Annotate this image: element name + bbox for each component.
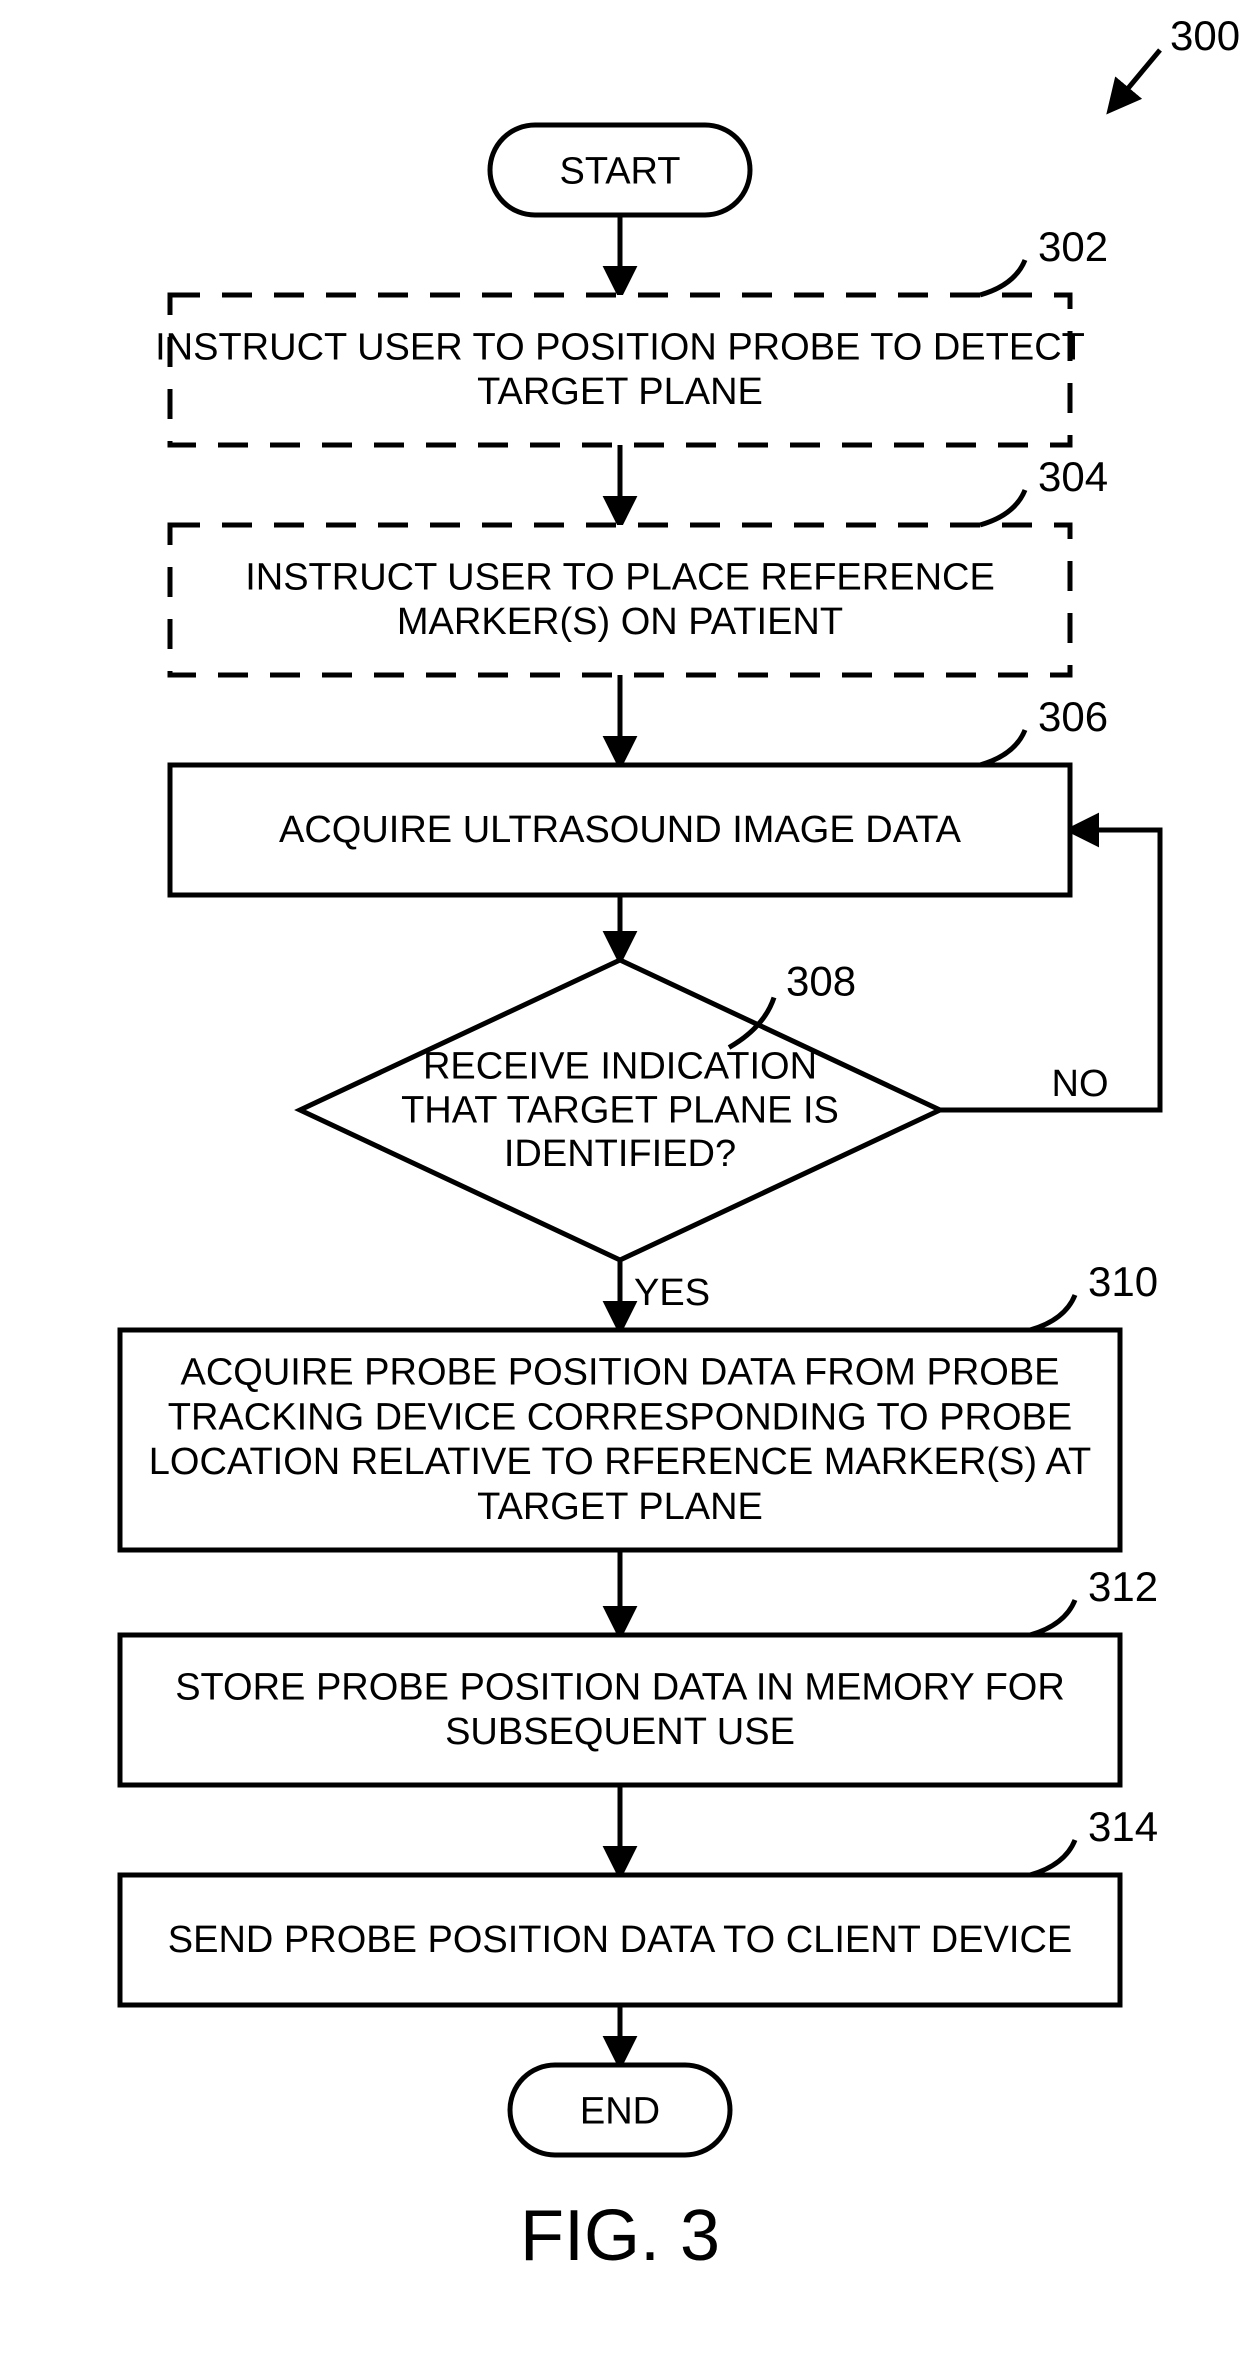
node-n312: STORE PROBE POSITION DATA IN MEMORY FORS… [120, 1563, 1158, 1785]
svg-text:START: START [559, 150, 680, 192]
svg-text:IDENTIFIED?: IDENTIFIED? [504, 1133, 736, 1175]
svg-text:312: 312 [1088, 1563, 1158, 1610]
svg-text:STORE PROBE POSITION DATA IN M: STORE PROBE POSITION DATA IN MEMORY FOR [175, 1666, 1065, 1708]
node-start: START [490, 125, 750, 215]
svg-text:INSTRUCT USER TO PLACE REFEREN: INSTRUCT USER TO PLACE REFERENCE [245, 556, 995, 598]
svg-text:304: 304 [1038, 453, 1108, 500]
edge-label: YES [634, 1272, 710, 1314]
svg-text:END: END [580, 2090, 660, 2132]
node-d308: RECEIVE INDICATIONTHAT TARGET PLANE ISID… [300, 958, 940, 1261]
svg-text:314: 314 [1088, 1803, 1158, 1850]
node-n314: SEND PROBE POSITION DATA TO CLIENT DEVIC… [120, 1803, 1158, 2005]
svg-text:TRACKING DEVICE CORRESPONDING: TRACKING DEVICE CORRESPONDING TO PROBE [168, 1396, 1072, 1438]
svg-text:SUBSEQUENT USE: SUBSEQUENT USE [445, 1711, 795, 1753]
svg-text:308: 308 [786, 958, 856, 1005]
figure-ref-label: 300 [1170, 12, 1240, 59]
node-end: END [510, 2065, 730, 2155]
node-n306: ACQUIRE ULTRASOUND IMAGE DATA 306 [170, 693, 1108, 895]
svg-text:RECEIVE INDICATION: RECEIVE INDICATION [423, 1046, 817, 1088]
svg-text:302: 302 [1038, 223, 1108, 270]
svg-text:ACQUIRE PROBE POSITION DATA FR: ACQUIRE PROBE POSITION DATA FROM PROBE [180, 1352, 1059, 1394]
svg-text:306: 306 [1038, 693, 1108, 740]
edge-label-no: NO [1052, 1063, 1109, 1105]
node-n302: INSTRUCT USER TO POSITION PROBE TO DETEC… [155, 223, 1108, 445]
svg-text:LOCATION RELATIVE TO RFERENCE: LOCATION RELATIVE TO RFERENCE MARKER(S) … [149, 1441, 1091, 1483]
svg-text:TARGET PLANE: TARGET PLANE [477, 1486, 763, 1528]
svg-text:INSTRUCT USER TO POSITION PROB: INSTRUCT USER TO POSITION PROBE TO DETEC… [155, 326, 1085, 368]
svg-text:310: 310 [1088, 1258, 1158, 1305]
svg-text:THAT TARGET PLANE IS: THAT TARGET PLANE IS [401, 1089, 839, 1131]
svg-text:SEND PROBE POSITION DATA TO CL: SEND PROBE POSITION DATA TO CLIENT DEVIC… [168, 1919, 1072, 1961]
figure-title: FIG. 3 [520, 2196, 720, 2276]
svg-text:MARKER(S) ON PATIENT: MARKER(S) ON PATIENT [397, 601, 843, 643]
svg-text:TARGET PLANE: TARGET PLANE [477, 371, 763, 413]
svg-text:ACQUIRE ULTRASOUND IMAGE DATA: ACQUIRE ULTRASOUND IMAGE DATA [279, 809, 962, 851]
node-n304: INSTRUCT USER TO PLACE REFERENCEMARKER(S… [170, 453, 1108, 675]
